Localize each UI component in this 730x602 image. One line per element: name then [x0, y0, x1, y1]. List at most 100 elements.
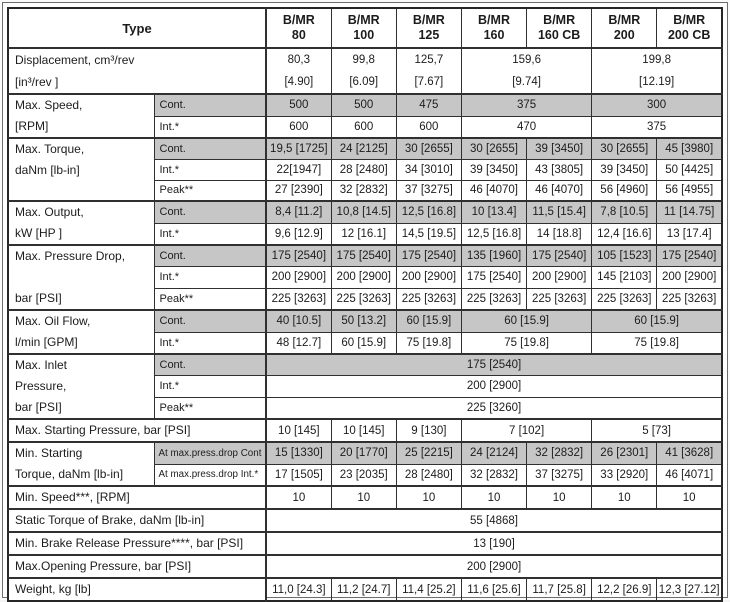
- row-label-line: Static Torque of Brake, daNm [lb-in]: [15, 513, 205, 527]
- cell-weight-4: 11,7 [25.8]: [526, 577, 593, 602]
- cell-min-speed-2: 10: [395, 485, 462, 510]
- spec-table-head: Type B/MR 80 B/MR 100 B/MR 125 B/MR 160 B/MR 160 C…: [7, 7, 723, 49]
- row-label-line: Torque, daNm [lb-in]: [15, 467, 124, 481]
- cell-max-torque-peak-5: 56 [4960]: [591, 179, 658, 202]
- table-row-max-opening-pressure: Max.Opening Pressure, bar [PSI] 200 [2900…: [7, 554, 723, 579]
- cell-weight-2: 11,4 [25.2]: [395, 577, 462, 602]
- table-row-max-torque-peak: Peak** 27 [2390] 32 [2832] 37 [3275] 46 [407…: [8, 179, 723, 202]
- cell-value-line1: 99,8: [352, 54, 375, 66]
- column-header-line2: 160 CB: [537, 28, 581, 42]
- cell-value-line2: [4.90]: [284, 76, 314, 88]
- spec-table: Type B/MR 80 B/MR 100 B/MR 125 B/MR 160 B/MR 160 C…: [7, 7, 723, 602]
- cell-max-torque-int-0: 22[1947]: [265, 158, 332, 181]
- row-sublabel-max-oil-flow-cont: Cont.: [153, 309, 267, 333]
- cell-weight-1: 11,2 [24.7]: [330, 577, 397, 602]
- row-label-line: Min. Speed***, [RPM]: [15, 490, 130, 504]
- table-row-max-output-int: Int.* 9,6 [12.9] 12 [16.1] 14,5 [19.5] 12,5 …: [8, 222, 723, 246]
- cell-max-pressure-drop-cont-0: 175 [2540]: [265, 244, 332, 268]
- row-label-line: Max. Starting Pressure, bar [PSI]: [15, 423, 191, 437]
- cell-max-torque-int-5: 39 [3450]: [591, 158, 658, 181]
- column-header-line1: B/MR: [412, 13, 445, 27]
- cell-max-torque-int-2: 34 [3010]: [395, 158, 462, 181]
- row-label-line: Max. Oil Flow,: [15, 314, 91, 328]
- cell-max-starting-pressure-4: 5 [73]: [591, 418, 723, 443]
- row-sublabel-min-starting-torque-int: At max.press.drop Int.*: [153, 463, 267, 487]
- row-label-min-speed: Min. Speed***, [RPM]: [7, 485, 267, 510]
- cell-max-pressure-drop-peak-1: 225 [3263]: [330, 287, 397, 311]
- cell-max-oil-flow-cont-0: 40 [10.5]: [265, 309, 332, 333]
- cell-min-brake-release-pressure-0: 13 [190]: [265, 531, 723, 556]
- column-header-100: B/MR 100: [330, 7, 397, 49]
- row-sublabel-max-inlet-pressure-int: Int.*: [153, 375, 267, 398]
- row-label-line: Max.Opening Pressure, bar [PSI]: [15, 559, 192, 573]
- cell-min-starting-torque-cont-2: 25 [2215]: [395, 441, 462, 465]
- header-row: Type B/MR 80 B/MR 100 B/MR 125 B/MR 160 B/MR 160 C…: [7, 7, 723, 49]
- cell-max-speed-int-2: 600: [395, 115, 462, 139]
- table-row-static-torque-of-brake: Static Torque of Brake, daNm [lb-in] 55 […: [7, 508, 723, 533]
- row-label-line: l/min [GPM]: [15, 335, 78, 349]
- cell-max-torque-cont-6: 45 [3980]: [656, 137, 723, 160]
- cell-max-pressure-drop-cont-3: 135 [1960]: [460, 244, 528, 268]
- cell-min-starting-torque-cont-5: 26 [2301]: [591, 441, 658, 465]
- cell-max-pressure-drop-peak-3: 225 [3263]: [460, 287, 528, 311]
- row-label-line: daNm [lb-in]: [15, 163, 80, 177]
- cell-max-oil-flow-int-0: 48 [12.7]: [265, 331, 332, 355]
- cell-max-torque-peak-2: 37 [3275]: [395, 179, 462, 202]
- cell-displacement-1: 99,8 [6.09]: [330, 47, 397, 95]
- table-row-max-oil-flow-int: Int.* 48 [12.7] 60 [15.9] 75 [19.8] 75 [19.8…: [8, 331, 723, 355]
- cell-max-speed-cont-3: 375: [460, 93, 593, 117]
- cell-max-output-cont-6: 11 [14.75]: [656, 200, 723, 224]
- cell-max-torque-cont-4: 39 [3450]: [526, 137, 593, 160]
- row-label-line: kW [HP ]: [15, 226, 63, 240]
- cell-max-opening-pressure-0: 200 [2900]: [265, 554, 723, 579]
- cell-max-pressure-drop-cont-1: 175 [2540]: [330, 244, 397, 268]
- cell-min-starting-torque-int-4: 37 [3275]: [526, 463, 593, 487]
- cell-min-starting-torque-int-3: 32 [2832]: [460, 463, 528, 487]
- cell-max-torque-peak-3: 46 [4070]: [460, 179, 528, 202]
- cell-max-pressure-drop-cont-4: 175 [2540]: [526, 244, 593, 268]
- cell-max-oil-flow-cont-4: 60 [15.9]: [591, 309, 723, 333]
- row-sublabel-min-starting-torque-cont: At max.press.drop Cont: [153, 441, 267, 465]
- table-row-max-oil-flow-cont: Max. Oil Flow, l/min [GPM] Cont. 40 [10.5] 5…: [7, 309, 723, 355]
- cell-max-inlet-pressure-cont-0: 175 [2540]: [265, 353, 723, 377]
- cell-displacement-3: 159,6 [9.74]: [460, 47, 593, 95]
- row-sublabel-max-inlet-pressure-cont: Cont.: [153, 353, 267, 377]
- cell-max-torque-int-1: 28 [2480]: [330, 158, 397, 181]
- cell-max-output-int-4: 14 [18.8]: [526, 222, 593, 246]
- cell-max-speed-cont-2: 475: [395, 93, 462, 117]
- cell-max-output-int-2: 14,5 [19.5]: [395, 222, 462, 246]
- cell-max-pressure-drop-peak-6: 225 [3263]: [656, 287, 723, 311]
- column-header-line1: B/MR: [608, 13, 641, 27]
- table-row-max-torque-cont: Max. Torque, daNm [lb-in] Cont. 19,5 [1725]…: [7, 137, 723, 202]
- cell-min-speed-5: 10: [591, 485, 658, 510]
- row-sublabel-max-inlet-pressure-peak: Peak**: [153, 396, 267, 420]
- cell-max-output-int-1: 12 [16.1]: [330, 222, 397, 246]
- cell-max-oil-flow-int-2: 75 [19.8]: [395, 331, 462, 355]
- column-header-200-cb: B/MR 200 CB: [656, 7, 723, 49]
- column-header-line1: B/MR: [347, 13, 380, 27]
- cell-max-oil-flow-cont-2: 60 [15.9]: [395, 309, 462, 333]
- cell-value-line2: [7.67]: [414, 76, 444, 88]
- cell-max-pressure-drop-cont-5: 105 [1523]: [591, 244, 658, 268]
- table-row-max-inlet-pressure-peak: Peak** 225 [3260]: [8, 396, 723, 420]
- row-label-max-output-cont: Max. Output, kW [HP ]: [7, 200, 155, 246]
- row-label-line: Min. Brake Release Pressure****, bar [PS…: [15, 536, 244, 550]
- row-label-line: [RPM]: [15, 119, 49, 133]
- cell-max-torque-cont-0: 19,5 [1725]: [265, 137, 332, 160]
- row-label-line: Displacement, cm³/rev: [15, 53, 135, 67]
- cell-max-pressure-drop-peak-0: 225 [3263]: [265, 287, 332, 311]
- column-header-125: B/MR 125: [395, 7, 462, 49]
- column-header-line2: 100: [353, 28, 375, 42]
- cell-max-output-cont-0: 8,4 [11.2]: [265, 200, 332, 224]
- cell-max-torque-cont-3: 30 [2655]: [460, 137, 528, 160]
- cell-displacement-4: 199,8 [12.19]: [591, 47, 723, 95]
- table-row-max-inlet-pressure-int: Int.* 200 [2900]: [8, 375, 723, 398]
- cell-value-line1: 125,7: [414, 54, 444, 66]
- row-label-max-oil-flow-cont: Max. Oil Flow, l/min [GPM]: [7, 309, 155, 355]
- cell-value-line1: 199,8: [642, 54, 671, 66]
- column-header-line2: 200 CB: [667, 28, 711, 42]
- column-header-160-cb: B/MR 160 CB: [526, 7, 593, 49]
- row-sublabel-max-oil-flow-int: Int.*: [153, 331, 267, 355]
